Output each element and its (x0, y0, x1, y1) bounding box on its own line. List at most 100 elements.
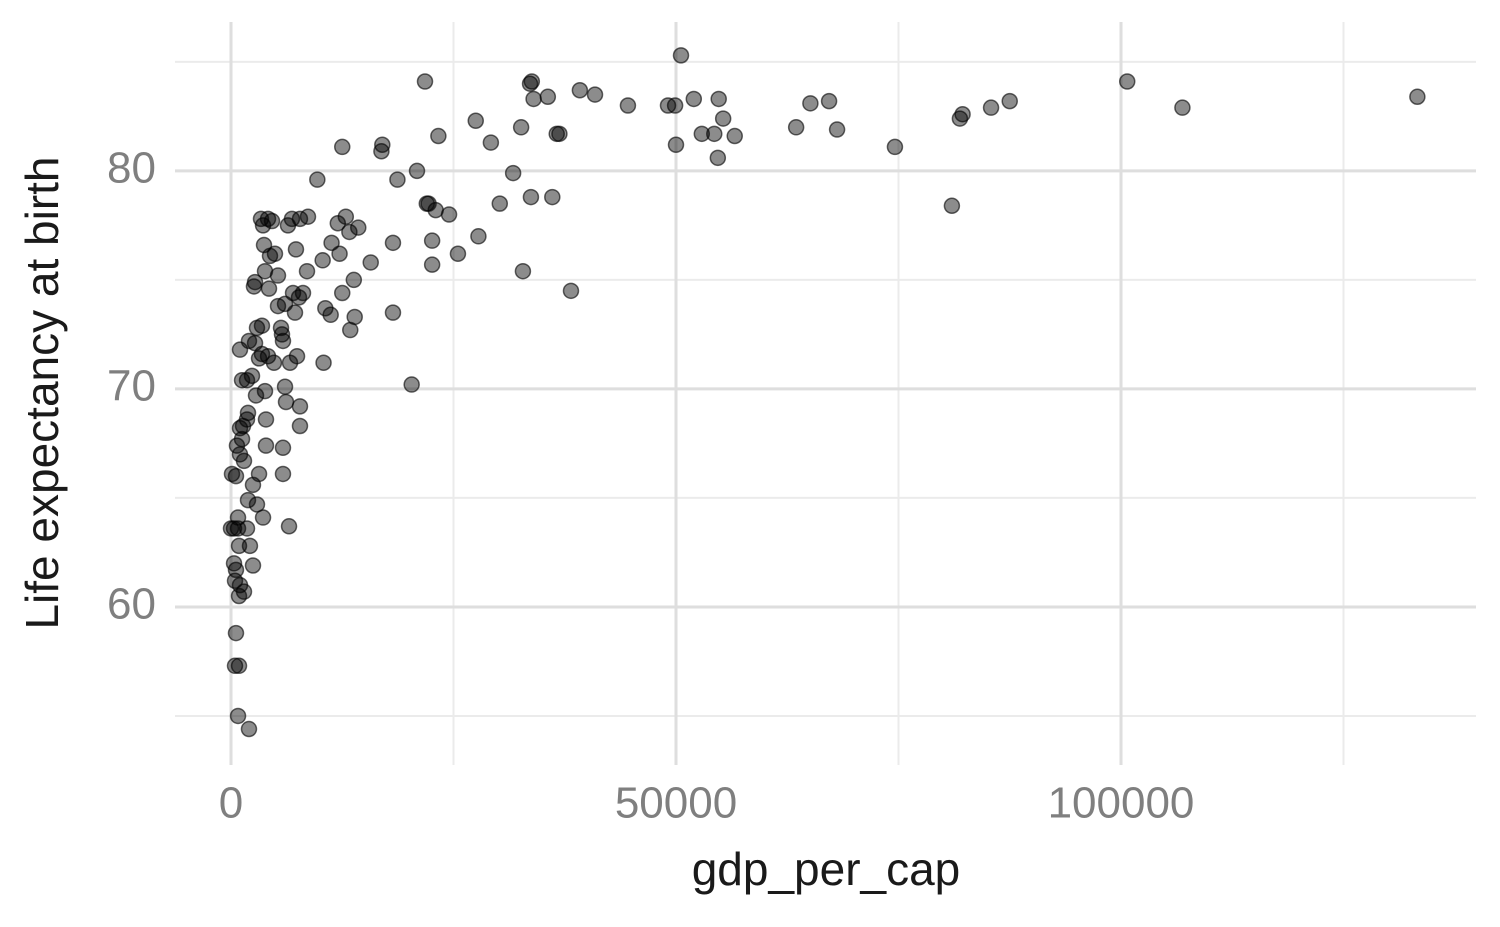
point (226, 657, 244, 675)
point (257, 411, 275, 428)
y-axis-title: Life expectancy at birth (16, 156, 68, 629)
point (482, 134, 500, 151)
point (243, 367, 261, 385)
point (227, 624, 245, 642)
point (562, 282, 580, 300)
point (238, 520, 256, 537)
point (423, 256, 441, 273)
point (666, 97, 684, 114)
point (820, 92, 838, 110)
point (982, 99, 1000, 116)
point (350, 219, 367, 236)
y-tick-label: 80 (107, 144, 156, 193)
x-tick-label: 50000 (615, 779, 737, 828)
point (802, 95, 819, 112)
point (240, 720, 258, 738)
point (244, 476, 262, 494)
x-tick-label: 0 (219, 779, 243, 828)
point (315, 354, 332, 372)
point (254, 509, 272, 526)
point (685, 90, 703, 108)
point (227, 467, 245, 485)
point (954, 105, 971, 123)
point (333, 138, 351, 156)
point (323, 234, 340, 252)
point (389, 171, 406, 188)
point (230, 657, 248, 675)
point (551, 125, 568, 143)
point (430, 127, 447, 145)
point (309, 171, 326, 188)
point (693, 125, 711, 143)
point (273, 326, 291, 343)
point (233, 371, 251, 389)
point (491, 195, 509, 212)
point (672, 47, 690, 64)
point (248, 319, 266, 337)
point (256, 262, 274, 280)
point (228, 437, 246, 454)
point (886, 138, 904, 156)
point (230, 587, 248, 605)
point (260, 280, 278, 297)
point (571, 81, 589, 99)
point (525, 90, 542, 108)
point (250, 350, 268, 367)
point (710, 90, 727, 108)
point (255, 236, 273, 254)
x-tick-label: 100000 (1048, 779, 1195, 828)
point (239, 491, 257, 509)
point (245, 278, 263, 295)
point (709, 149, 727, 167)
point (254, 217, 272, 234)
point (384, 304, 402, 321)
point (314, 252, 331, 269)
point (449, 245, 467, 263)
point (257, 437, 275, 454)
point (1001, 92, 1018, 110)
point (512, 119, 530, 136)
point (279, 217, 297, 234)
point (408, 162, 426, 180)
point (667, 136, 685, 153)
point (331, 245, 348, 263)
point (514, 262, 532, 280)
y-tick-label: 60 (107, 580, 156, 629)
point (229, 707, 247, 725)
point (345, 271, 363, 289)
point (342, 321, 359, 339)
x-axis-title: gdp_per_cap (692, 843, 961, 895)
point (265, 354, 283, 372)
point (706, 125, 723, 143)
point (274, 439, 292, 457)
point (256, 382, 274, 400)
point (544, 188, 561, 206)
point (276, 378, 294, 395)
point (374, 136, 391, 153)
point (403, 376, 420, 393)
point (1118, 73, 1136, 90)
point (333, 284, 351, 302)
point (523, 73, 541, 90)
point (272, 319, 290, 337)
point (298, 262, 316, 280)
point (322, 306, 339, 324)
point (539, 88, 557, 106)
point (362, 254, 379, 271)
point (714, 110, 732, 127)
point (291, 417, 309, 435)
point (280, 518, 298, 535)
y-tick-label: 70 (107, 362, 156, 411)
point (281, 354, 299, 372)
point (416, 73, 434, 90)
point (787, 119, 805, 136)
point (828, 121, 846, 138)
point (244, 557, 262, 574)
point (470, 228, 487, 245)
point (423, 232, 441, 249)
point (246, 334, 264, 352)
point (247, 387, 265, 404)
point (241, 537, 259, 555)
point (235, 452, 253, 470)
